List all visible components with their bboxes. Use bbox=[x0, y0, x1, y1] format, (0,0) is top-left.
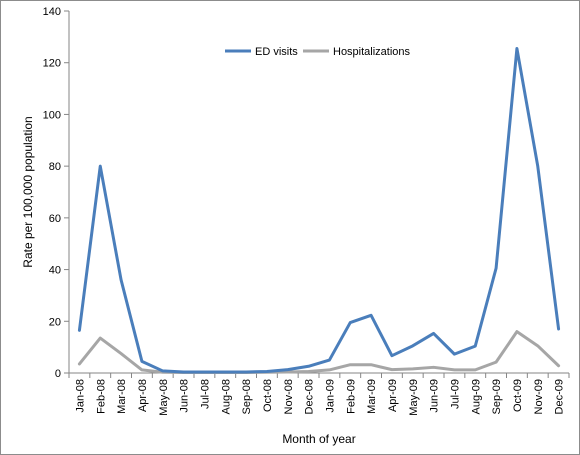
x-tick-label: Mar-08 bbox=[116, 379, 128, 414]
x-tick-label: May-09 bbox=[408, 379, 420, 416]
y-tick-label: 20 bbox=[49, 316, 61, 328]
x-tick-label: Jul-08 bbox=[199, 379, 211, 409]
x-tick-label: May-08 bbox=[158, 379, 170, 416]
x-tick-label: Jun-09 bbox=[429, 379, 441, 413]
legend-label-hospitalizations: Hospitalizations bbox=[333, 46, 411, 58]
x-tick-label: Apr-08 bbox=[137, 379, 149, 412]
x-tick-label: Nov-09 bbox=[533, 379, 545, 414]
x-tick-label: Jun-08 bbox=[179, 379, 191, 413]
y-tick-label: 40 bbox=[49, 265, 61, 277]
x-tick-label: Nov-08 bbox=[283, 379, 295, 414]
x-tick-label: Aug-09 bbox=[470, 379, 482, 414]
x-axis-title: Month of year bbox=[282, 432, 355, 446]
x-tick-label: Aug-08 bbox=[220, 379, 232, 414]
plot-area: 0 20 40 60 80 100 120 140 Jan-08 Feb-08 Mar-08 Apr-… bbox=[43, 6, 570, 416]
x-tick-label: Feb-08 bbox=[95, 379, 107, 414]
y-tick-label: 100 bbox=[43, 109, 61, 121]
x-tick-label: Sep-08 bbox=[241, 379, 253, 414]
legend: ED visits Hospitalizations bbox=[225, 46, 411, 58]
x-tick-label: Sep-09 bbox=[491, 379, 503, 414]
x-tick-label: Oct-09 bbox=[512, 379, 524, 412]
x-tick-label: Apr-09 bbox=[387, 379, 399, 412]
series-line-hospitalizations bbox=[77, 330, 561, 374]
legend-label-ed-visits: ED visits bbox=[255, 46, 298, 58]
x-tick-label: Jan-08 bbox=[74, 379, 86, 413]
y-tick-label: 60 bbox=[49, 213, 61, 225]
y-tick-label: 140 bbox=[43, 6, 61, 18]
y-tick-label: 120 bbox=[43, 58, 61, 70]
y-tick-label: 0 bbox=[55, 368, 61, 380]
x-tick-label: Mar-09 bbox=[366, 379, 378, 414]
x-tick-label: Dec-08 bbox=[304, 379, 316, 414]
x-tick-label: Dec-09 bbox=[554, 379, 566, 414]
x-tick-label: Jul-09 bbox=[449, 379, 461, 409]
x-tick-label: Feb-09 bbox=[345, 379, 357, 414]
x-tick-label: Jan-09 bbox=[324, 379, 336, 413]
x-tick-label: Oct-08 bbox=[262, 379, 274, 412]
series-line-ed-visits bbox=[77, 46, 561, 374]
y-tick-label: 80 bbox=[49, 161, 61, 173]
y-axis-title: Rate per 100,000 population bbox=[21, 116, 35, 267]
